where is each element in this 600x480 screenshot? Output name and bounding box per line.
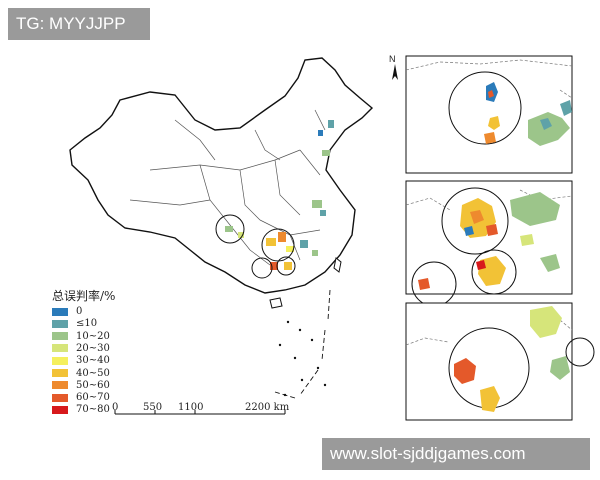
legend-swatch: [52, 369, 68, 377]
watermark-top-label: TG: MYYJJPP: [8, 8, 150, 40]
main-map-patches: [225, 120, 334, 270]
legend-label: 0: [76, 306, 83, 317]
legend-label: 70~80: [76, 404, 110, 416]
legend-item: 10~20: [52, 331, 110, 342]
legend-item: 0: [52, 306, 82, 317]
scale-bar: [114, 410, 286, 415]
legend-label: 20~30: [76, 342, 110, 354]
legend-label: 30~40: [76, 355, 110, 367]
highlight-circles-main: [215, 214, 296, 279]
scale-tick-1100: 1100: [178, 402, 204, 413]
watermark-bottom-label: www.slot-sjddjgames.com: [322, 438, 590, 470]
north-arrow-icon: [392, 64, 398, 80]
legend-label: 40~50: [76, 367, 110, 379]
legend-swatch: [52, 319, 68, 328]
inset-2-circle-a: [441, 187, 509, 255]
legend-swatch: [52, 307, 68, 316]
legend-swatch: [52, 393, 68, 402]
scale-tick-550: 550: [143, 402, 163, 413]
legend-item: 20~30: [52, 343, 110, 354]
inset-map-3: [405, 302, 595, 421]
scale-tick-2200: 2200 km: [245, 402, 290, 413]
legend-swatch: [52, 405, 68, 414]
legend-label: ≤10: [76, 318, 98, 330]
legend-swatch: [52, 332, 68, 341]
legend-label: 60~70: [76, 392, 110, 404]
legend-swatch: [52, 356, 68, 365]
legend-label: 50~60: [76, 379, 110, 391]
main-map: [69, 57, 374, 399]
legend-item: 40~50: [52, 368, 110, 379]
inset-1-circle: [448, 71, 522, 145]
south-sea-islands: [278, 320, 327, 397]
legend-swatch: [52, 381, 68, 390]
legend-label: 10~20: [76, 330, 110, 342]
legend-item: 60~70: [52, 392, 110, 403]
legend-title: 总误判率/%: [52, 289, 116, 303]
legend-item: 50~60: [52, 380, 110, 391]
legend-item: 70~80: [52, 404, 110, 415]
legend-item: ≤10: [52, 318, 97, 329]
inset-2-circle-b: [471, 249, 517, 295]
north-label: N: [389, 54, 396, 64]
nine-dash-line: [274, 289, 331, 399]
hainan-island: [269, 297, 283, 309]
country-outline: [69, 57, 374, 294]
inset-map-1: [405, 55, 573, 174]
scale-tick-0: 0: [112, 402, 119, 413]
legend-swatch: [52, 344, 68, 353]
inset-map-2: [405, 180, 573, 307]
legend-item: 30~40: [52, 355, 110, 366]
taiwan-island: [333, 257, 342, 273]
